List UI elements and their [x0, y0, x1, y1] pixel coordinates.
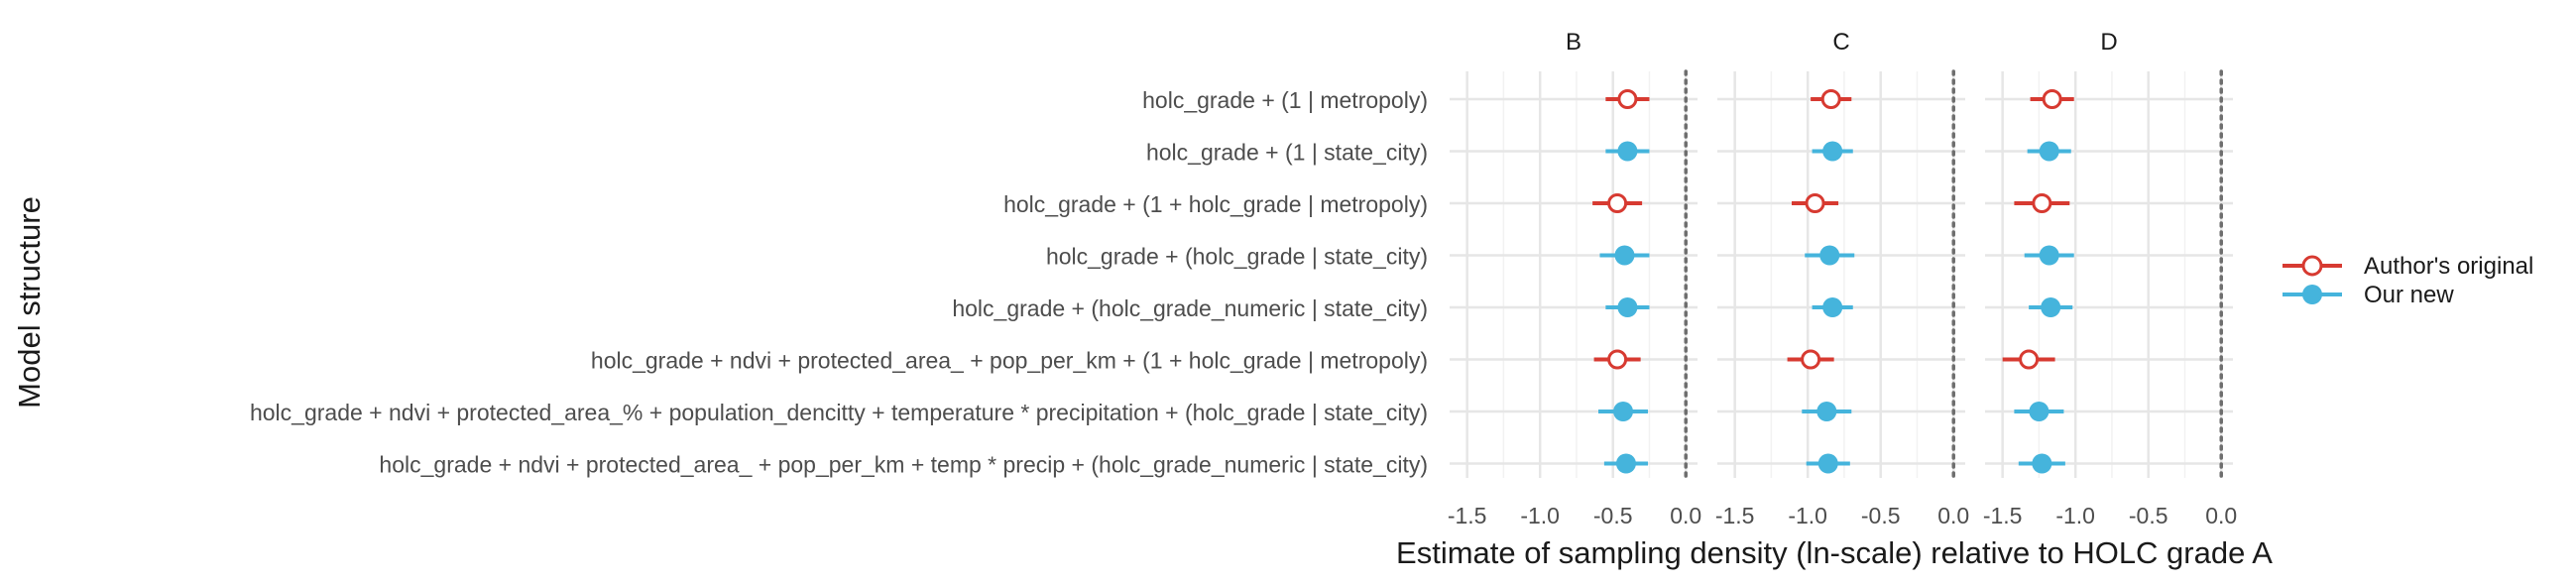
row-label: holc_grade + (1 | metropoly) [1142, 87, 1428, 113]
row-labels: holc_grade + (1 | metropoly) holc_grade +… [250, 87, 1428, 478]
point-estimate [1617, 89, 1638, 109]
row-label: holc_grade + (1 + holc_grade | metropoly… [1003, 191, 1428, 217]
x-tick-label: -1.0 [2055, 503, 2095, 528]
point-estimate [1615, 453, 1636, 474]
point-estimate [1805, 193, 1825, 213]
row-label: holc_grade + ndvi + protected_area_ + po… [591, 348, 1428, 374]
point-estimate [1617, 297, 1638, 317]
point-estimate [2039, 245, 2059, 266]
point-estimate [1801, 349, 1821, 370]
x-tick-label: 0.0 [1670, 503, 1701, 528]
x-tick-label: -0.5 [1593, 503, 1633, 528]
legend-key-marker [2302, 285, 2322, 304]
point-estimate [1613, 402, 1633, 421]
legend-label: Our new [2364, 282, 2454, 308]
row-label: holc_grade + (holc_grade | state_city) [1046, 244, 1428, 270]
point-estimate [2042, 89, 2062, 109]
point-estimate [1822, 141, 1843, 162]
x-tick-label: -1.5 [1448, 503, 1487, 528]
point-estimate [1816, 402, 1837, 421]
point-estimate [2029, 402, 2049, 421]
x-tick-label: -1.5 [1983, 503, 2023, 528]
point-estimate [1617, 141, 1638, 162]
panel-title: D [2100, 29, 2117, 56]
point-estimate [1607, 193, 1628, 213]
row-label: holc_grade + ndvi + protected_area_ + po… [379, 452, 1428, 478]
row-label: holc_grade + ndvi + protected_area_% + p… [250, 400, 1428, 425]
y-axis-title: Model structure [12, 196, 47, 409]
point-estimate [1820, 89, 1841, 109]
point-estimate [1817, 453, 1838, 474]
legend-key-marker [2301, 255, 2323, 277]
point-estimate [1614, 245, 1635, 266]
x-tick-label: -0.5 [1861, 503, 1901, 528]
point-estimate [2032, 453, 2052, 474]
point-estimate [1819, 245, 1840, 266]
x-tick-label: -0.5 [2129, 503, 2168, 528]
point-estimate [1822, 297, 1843, 317]
panel-title: C [1832, 29, 1849, 56]
point-estimate [2039, 141, 2059, 162]
point-estimate [2019, 349, 2040, 370]
x-tick-label: -1.5 [1715, 503, 1755, 528]
x-axis-title: Estimate of sampling density (ln-scale) … [1396, 535, 2273, 570]
point-estimate [2032, 193, 2052, 213]
panel-title: B [1566, 29, 1581, 56]
x-tick-label: -1.0 [1788, 503, 1827, 528]
row-label: holc_grade + (holc_grade_numeric | state… [952, 295, 1428, 321]
panel-b: B -1.5 -1.0 -0.5 0.0 [1448, 29, 1701, 528]
x-tick-label: 0.0 [2205, 503, 2237, 528]
x-tick-label: 0.0 [1937, 503, 1969, 528]
legend-label: Author's original [2364, 253, 2533, 280]
panel-c: C -1.5 -1.0 -0.5 0.0 [1715, 29, 1969, 528]
point-estimate [1607, 349, 1628, 370]
row-label: holc_grade + (1 | state_city) [1146, 140, 1428, 166]
x-tick-label: -1.0 [1520, 503, 1560, 528]
panel-d: D -1.5 -1.0 -0.5 0.0 [1983, 29, 2237, 528]
panels-layer: B -1.5 -1.0 -0.5 0.0 C -1.5 -1.0 -0.5 0.0 D -1.5 -1.… [1448, 29, 2237, 528]
point-estimate [2041, 297, 2061, 317]
